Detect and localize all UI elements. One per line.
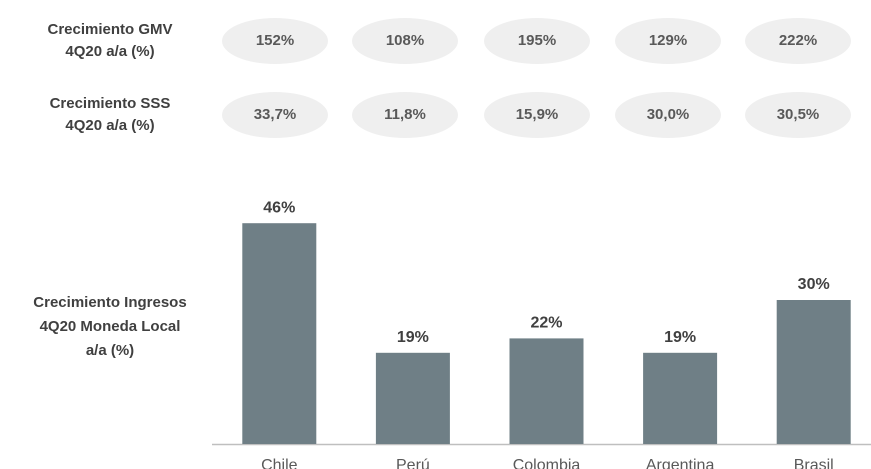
value-label: 19% [664,329,696,346]
x-tick-label: Colombia [513,457,581,469]
bar [242,223,317,444]
bar [776,300,851,444]
pill [745,92,851,138]
x-tick-label: Brasil [794,457,834,469]
pill-value: 129% [649,32,687,49]
value-label: 46% [263,199,295,216]
bar [509,338,584,444]
pill-value: 33,7% [254,106,297,123]
x-tick-label: Perú [396,457,430,469]
row-label: 4Q20 a/a (%) [65,43,154,60]
pill-value: 222% [779,32,817,49]
pill [484,18,590,64]
row-label: Crecimiento GMV [47,21,172,38]
pill-value: 152% [256,32,294,49]
y-axis-label: Crecimiento Ingresos [33,294,186,311]
pill [484,92,590,138]
pill [352,92,458,138]
pill [222,92,328,138]
pill [745,18,851,64]
pill [615,18,721,64]
pill [222,18,328,64]
row-label: Crecimiento SSS [50,95,171,112]
pill-value: 30,5% [777,106,820,123]
x-tick-label: Chile [261,457,298,469]
row-label: 4Q20 a/a (%) [65,117,154,134]
value-label: 19% [397,329,429,346]
x-tick-label: Argentina [646,457,715,469]
bar [375,352,450,444]
pill-value: 30,0% [647,106,690,123]
pill-value: 195% [518,32,556,49]
pill [615,92,721,138]
y-axis-label: 4Q20 Moneda Local [40,318,181,335]
pill-value: 11,8% [384,106,426,123]
value-label: 22% [530,315,562,332]
value-label: 30% [798,276,830,293]
pill [352,18,458,64]
y-axis-label: a/a (%) [86,342,134,359]
pill-value: 15,9% [516,106,559,123]
pill-value: 108% [386,32,424,49]
bar [643,352,718,444]
